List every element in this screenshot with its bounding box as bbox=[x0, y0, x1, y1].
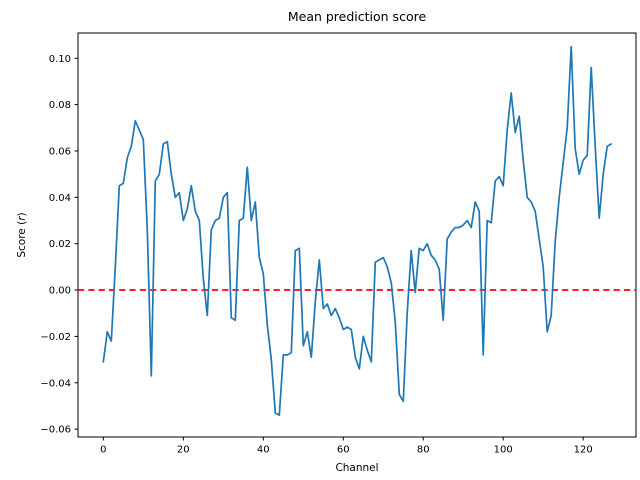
y-tick-label: −0.04 bbox=[40, 378, 71, 389]
y-axis: Score (r) −0.06 −0.04 −0.02 0.00 0.02 0.04 0.0… bbox=[16, 54, 78, 436]
x-tick-label: 40 bbox=[257, 445, 270, 456]
plot-area bbox=[77, 32, 637, 438]
x-tick-label: 120 bbox=[574, 445, 593, 456]
x-tick-label: 0 bbox=[100, 445, 106, 456]
x-tick-label: 80 bbox=[417, 445, 430, 456]
x-tick-label: 60 bbox=[337, 445, 350, 456]
y-tick-label: 0.02 bbox=[49, 239, 71, 250]
y-tick-label: 0.08 bbox=[49, 100, 71, 111]
chart-title: Mean prediction score bbox=[288, 9, 427, 24]
y-tick-label: 0.04 bbox=[49, 193, 71, 204]
y-tick-label: 0.00 bbox=[49, 286, 71, 297]
data-line bbox=[102, 45, 613, 417]
x-tick-label: 20 bbox=[177, 445, 190, 456]
x-axis-label: Channel bbox=[335, 462, 378, 474]
y-tick-label: 0.06 bbox=[49, 146, 71, 157]
y-axis-label: Score (r) bbox=[16, 212, 28, 257]
plot-border bbox=[77, 32, 637, 438]
y-tick-label: −0.02 bbox=[40, 332, 71, 343]
y-tick-label: 0.10 bbox=[49, 54, 71, 65]
x-tick-label: 100 bbox=[494, 445, 513, 456]
x-axis: Channel 0 20 40 60 80 100 120 bbox=[100, 437, 593, 474]
y-tick-label: −0.06 bbox=[40, 425, 71, 436]
